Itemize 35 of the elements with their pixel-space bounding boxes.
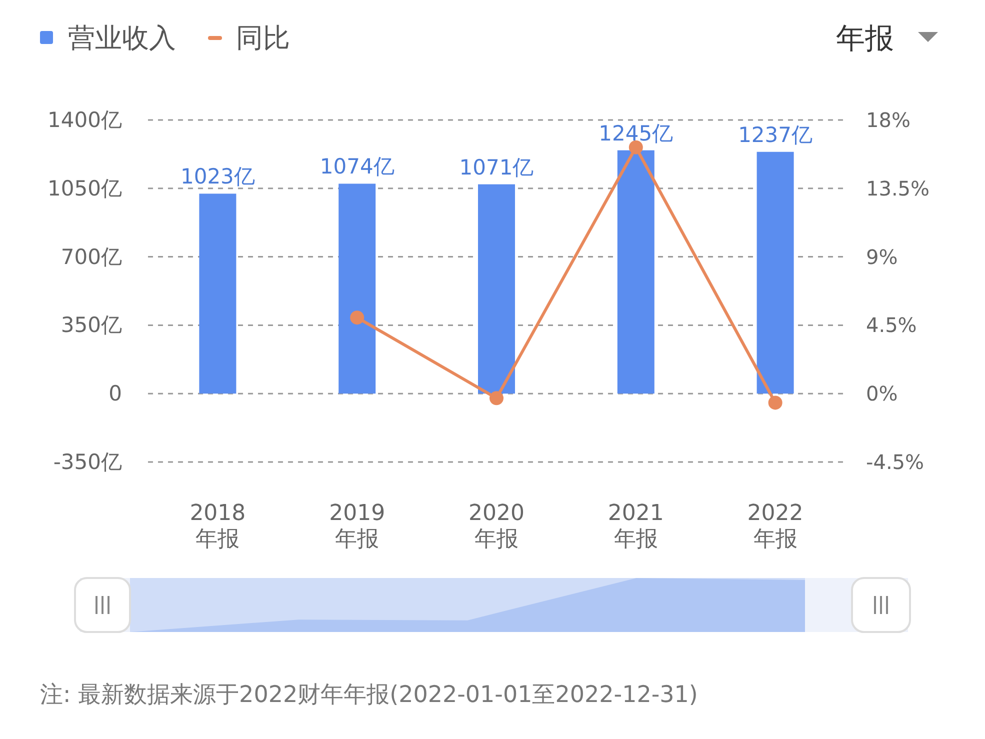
- y2-tick-label: 4.5%: [866, 313, 917, 338]
- y2-tick-label: 0%: [866, 382, 898, 406]
- x-tick-label: 2018 年报: [190, 501, 246, 552]
- bar: [478, 184, 515, 394]
- y-tick-label: 0: [108, 382, 122, 406]
- y-tick-label: 1400亿: [48, 108, 122, 132]
- text: 注: 最新数据来源于2022财年年报(2022-01-01至2022-12-31): [40, 682, 698, 708]
- y-tick-label: 700亿: [60, 244, 122, 269]
- legend-label: 同比: [236, 23, 290, 54]
- x-tick-label: 2020 年报: [468, 501, 524, 552]
- bar: [199, 194, 236, 394]
- y-tick-label: 1050亿: [48, 176, 122, 200]
- data-label: 1237亿: [738, 122, 813, 147]
- point: [768, 396, 782, 410]
- y2-tick-label: 9%: [866, 244, 898, 269]
- y2-tick-label: -4.5%: [866, 450, 924, 474]
- point: [628, 140, 643, 154]
- x-tick-label: 2022 年报: [747, 501, 804, 552]
- data-label: 1071亿: [459, 155, 534, 180]
- data-label: 1245亿: [598, 121, 674, 146]
- x-tick-label: 2019 年报: [329, 501, 386, 552]
- y2-tick-label: 13.5%: [866, 176, 930, 200]
- y-tick-label: 350亿: [60, 313, 122, 338]
- point: [350, 310, 364, 325]
- legend-label: 营业收入: [68, 23, 176, 54]
- data-label: 1074亿: [320, 154, 394, 179]
- x-tick-label: 2021 年报: [608, 501, 664, 552]
- text: 年报: [836, 21, 894, 55]
- data-label: 1023亿: [180, 164, 255, 189]
- bar: [617, 150, 654, 394]
- point: [490, 391, 504, 406]
- bar: [756, 152, 794, 394]
- bar: [338, 184, 376, 394]
- y2-tick-label: 18%: [866, 108, 910, 132]
- y-tick-label: -350亿: [53, 450, 122, 474]
